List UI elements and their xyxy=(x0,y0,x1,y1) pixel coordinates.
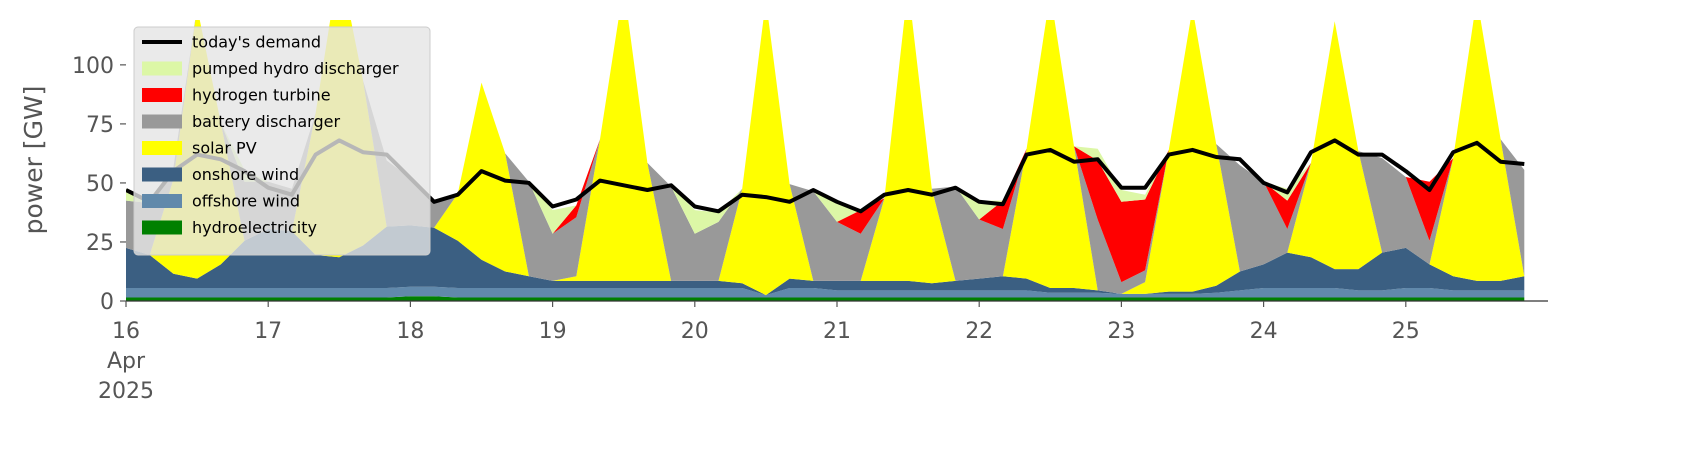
x-tick-label: 16 Apr 2025 xyxy=(98,319,154,404)
x-tick-label: 18 xyxy=(396,319,424,344)
y-axis-label: power [GW] xyxy=(19,86,48,235)
legend-label: hydroelectricity xyxy=(192,218,317,237)
y-tick-label: 0 xyxy=(100,290,114,315)
legend-swatch xyxy=(142,141,182,155)
legend-label: today's demand xyxy=(192,33,321,52)
legend-label: offshore wind xyxy=(192,192,300,211)
area xyxy=(126,20,1525,296)
y-tick-label: 50 xyxy=(86,172,114,197)
legend-label: solar PV xyxy=(192,139,257,158)
area xyxy=(126,20,1525,294)
x-tick-label: 21 xyxy=(823,319,851,344)
area xyxy=(126,296,1525,301)
x-tick-label: 17 xyxy=(254,319,282,344)
legend-swatch xyxy=(142,88,182,102)
legend-swatch xyxy=(142,61,182,76)
legend-label: onshore wind xyxy=(192,165,299,184)
plot-area xyxy=(126,20,1525,301)
x-tick-label: 19 xyxy=(539,319,567,344)
y-tick-label: 25 xyxy=(86,231,114,256)
legend-swatch xyxy=(142,167,182,182)
legend-swatch xyxy=(142,220,182,235)
legend-box xyxy=(133,26,431,256)
legend-swatch xyxy=(142,114,182,129)
y-tick-label: 100 xyxy=(72,54,114,79)
legend-swatch xyxy=(142,194,182,208)
area xyxy=(126,225,1525,296)
x-tick-label: 22 xyxy=(965,319,993,344)
legend-label: pumped hydro discharger xyxy=(192,59,399,78)
x-tick-label: 24 xyxy=(1250,319,1278,344)
legend-label: battery discharger xyxy=(192,112,340,131)
legend-label: hydrogen turbine xyxy=(192,86,331,105)
x-tick-label: 23 xyxy=(1107,319,1135,344)
x-tick-label: 20 xyxy=(681,319,709,344)
area xyxy=(126,286,1525,298)
x-tick-label: 25 xyxy=(1392,319,1420,344)
y-tick-label: 75 xyxy=(86,113,114,138)
